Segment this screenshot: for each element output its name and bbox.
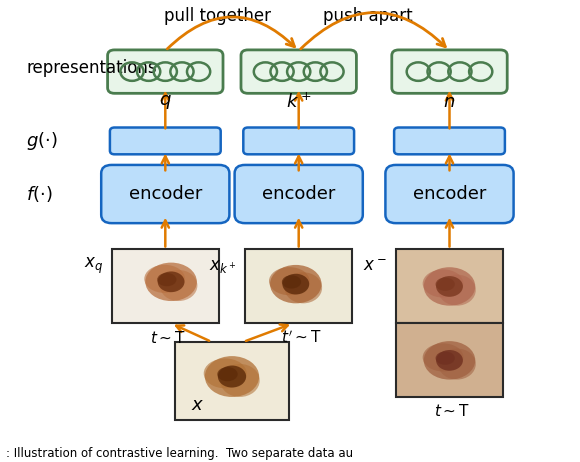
Text: $k^+$: $k^+$ [286,92,311,111]
Text: $q$: $q$ [159,93,172,110]
FancyArrowPatch shape [167,17,295,49]
Bar [245,249,352,323]
FancyBboxPatch shape [234,165,363,223]
Ellipse shape [204,359,246,388]
Text: $g(\cdot)$: $g(\cdot)$ [26,130,58,152]
Bar [396,249,503,323]
FancyBboxPatch shape [110,128,220,154]
Ellipse shape [436,276,463,297]
Text: $t\sim\mathrm{T}$: $t\sim\mathrm{T}$ [434,403,470,419]
Ellipse shape [220,364,260,397]
Ellipse shape [158,272,184,292]
Text: $t\sim\mathrm{T}$: $t\sim\mathrm{T}$ [150,330,186,346]
Bar [396,323,503,397]
Text: : Illustration of contrastive learning.  Two separate data au: : Illustration of contrastive learning. … [6,447,353,460]
Ellipse shape [423,343,463,371]
Text: $t'\sim\mathrm{T}$: $t'\sim\mathrm{T}$ [281,330,322,346]
Ellipse shape [282,275,301,289]
Text: $x_q$: $x_q$ [84,255,103,276]
Text: $x$: $x$ [191,396,205,413]
Ellipse shape [218,365,246,388]
Ellipse shape [269,267,310,295]
Ellipse shape [282,274,309,294]
Bar [175,342,289,420]
Ellipse shape [157,273,176,286]
Text: encoder: encoder [413,185,486,203]
Ellipse shape [423,269,463,298]
Ellipse shape [218,367,238,381]
Ellipse shape [270,265,321,304]
Text: encoder: encoder [129,185,202,203]
Ellipse shape [424,341,475,380]
Ellipse shape [438,274,476,306]
Text: encoder: encoder [262,185,335,203]
Text: $x^-$: $x^-$ [363,257,387,275]
Text: representations: representations [26,59,157,77]
Bar [111,249,219,323]
FancyBboxPatch shape [107,50,223,93]
FancyArrowPatch shape [300,12,445,49]
Ellipse shape [436,350,463,371]
Ellipse shape [436,352,455,365]
FancyBboxPatch shape [392,50,507,93]
Text: $f(\cdot)$: $f(\cdot)$ [26,184,53,204]
Ellipse shape [160,270,197,301]
FancyBboxPatch shape [394,128,505,154]
Text: $x_{k^+}$: $x_{k^+}$ [209,257,237,275]
Ellipse shape [424,267,475,306]
FancyBboxPatch shape [244,128,354,154]
Text: pull together: pull together [164,7,271,25]
Ellipse shape [436,278,455,291]
FancyBboxPatch shape [241,50,356,93]
Text: push apart: push apart [324,7,413,25]
Ellipse shape [438,348,476,380]
Ellipse shape [285,272,322,304]
Ellipse shape [146,262,197,301]
Text: $n$: $n$ [443,93,456,110]
FancyBboxPatch shape [101,165,229,223]
Ellipse shape [144,265,185,293]
FancyBboxPatch shape [385,165,513,223]
Ellipse shape [205,356,259,397]
